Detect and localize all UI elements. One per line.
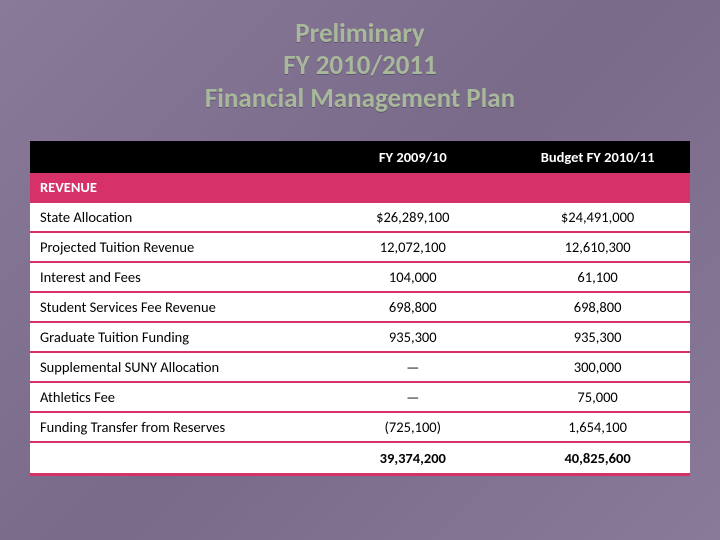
row-fy2009: 935,300 [320, 322, 505, 352]
row-fy2009: $26,289,100 [320, 202, 505, 232]
row-label: Athletics Fee [30, 382, 320, 412]
table-row: Graduate Tuition Funding 935,300 935,300 [30, 322, 690, 352]
header-empty [30, 141, 320, 173]
row-fy2010: 300,000 [505, 352, 690, 382]
row-label: State Allocation [30, 202, 320, 232]
table-row: Supplemental SUNY Allocation — 300,000 [30, 352, 690, 382]
title-line2: FY 2010/2011 [0, 50, 720, 82]
table-row: Student Services Fee Revenue 698,800 698… [30, 292, 690, 322]
slide-title: Preliminary Preliminary FY 2010/2011 FY … [0, 0, 720, 131]
row-label: Interest and Fees [30, 262, 320, 292]
row-fy2010: $24,491,000 [505, 202, 690, 232]
table-header-row: FY 2009/10 Budget FY 2010/11 [30, 141, 690, 173]
row-label: Projected Tuition Revenue [30, 232, 320, 262]
table-row: Projected Tuition Revenue 12,072,100 12,… [30, 232, 690, 262]
row-label: Supplemental SUNY Allocation [30, 352, 320, 382]
row-fy2010: 12,610,300 [505, 232, 690, 262]
financial-table: FY 2009/10 Budget FY 2010/11 REVENUE Sta… [30, 141, 690, 476]
row-fy2010: 935,300 [505, 322, 690, 352]
row-label: Student Services Fee Revenue [30, 292, 320, 322]
financial-table-container: FY 2009/10 Budget FY 2010/11 REVENUE Sta… [30, 141, 690, 476]
row-fy2009: — [320, 352, 505, 382]
table-row: Funding Transfer from Reserves (725,100)… [30, 412, 690, 442]
header-fy2009: FY 2009/10 [320, 141, 505, 173]
row-label: Funding Transfer from Reserves [30, 412, 320, 442]
row-fy2009: — [320, 382, 505, 412]
row-fy2009: 12,072,100 [320, 232, 505, 262]
row-fy2009: 104,000 [320, 262, 505, 292]
table-row: Athletics Fee — 75,000 [30, 382, 690, 412]
header-fy2010: Budget FY 2010/11 [505, 141, 690, 173]
section-blank2 [505, 173, 690, 202]
title-line3: Financial Management Plan [0, 83, 720, 115]
row-fy2010: 75,000 [505, 382, 690, 412]
table-row: Interest and Fees 104,000 61,100 [30, 262, 690, 292]
total-label [30, 442, 320, 475]
table-row: State Allocation $26,289,100 $24,491,000 [30, 202, 690, 232]
section-label: REVENUE [30, 173, 320, 202]
row-fy2010: 1,654,100 [505, 412, 690, 442]
section-revenue: REVENUE [30, 173, 690, 202]
row-fy2009: (725,100) [320, 412, 505, 442]
total-row: 39,374,200 40,825,600 [30, 442, 690, 475]
row-fy2010: 698,800 [505, 292, 690, 322]
row-label: Graduate Tuition Funding [30, 322, 320, 352]
title-line1: Preliminary [0, 18, 720, 50]
total-fy2010: 40,825,600 [505, 442, 690, 475]
total-fy2009: 39,374,200 [320, 442, 505, 475]
row-fy2009: 698,800 [320, 292, 505, 322]
section-blank1 [320, 173, 505, 202]
row-fy2010: 61,100 [505, 262, 690, 292]
